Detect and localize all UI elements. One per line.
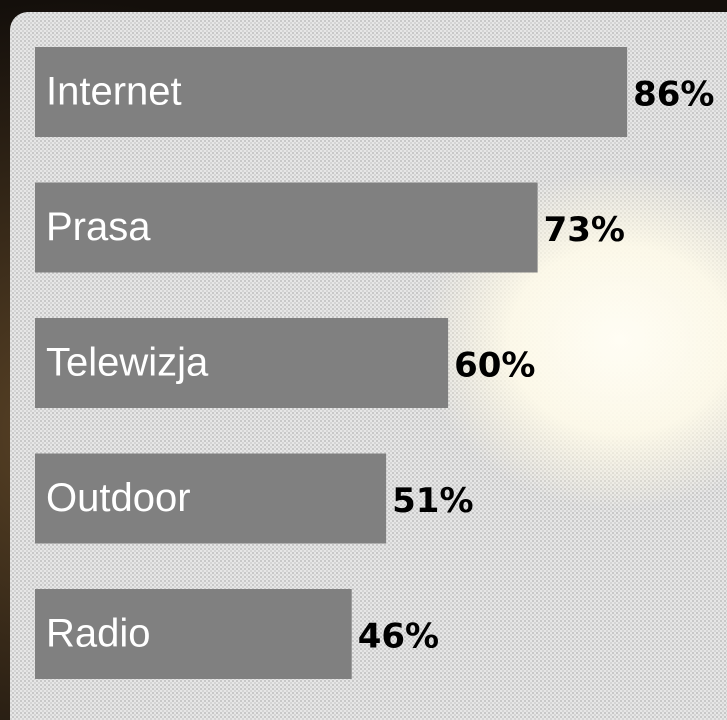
bar	[35, 47, 628, 137]
bars: Internet 86% Prasa 73% Telewizja 60% Outdoor 51…	[35, 47, 715, 679]
value-label: 60%	[454, 346, 535, 386]
bar	[35, 182, 538, 273]
value-label: 86%	[633, 75, 714, 115]
value-label: 51%	[392, 481, 473, 521]
value-label: 46%	[358, 617, 439, 657]
bar	[35, 318, 449, 408]
category-label: Outdoor	[46, 476, 191, 520]
category-label: Prasa	[46, 205, 151, 249]
category-label: Internet	[46, 70, 182, 114]
bar	[35, 589, 352, 679]
bar	[35, 453, 387, 544]
category-label: Telewizja	[46, 341, 209, 385]
value-label: 73%	[544, 210, 625, 250]
category-label: Radio	[46, 612, 151, 656]
